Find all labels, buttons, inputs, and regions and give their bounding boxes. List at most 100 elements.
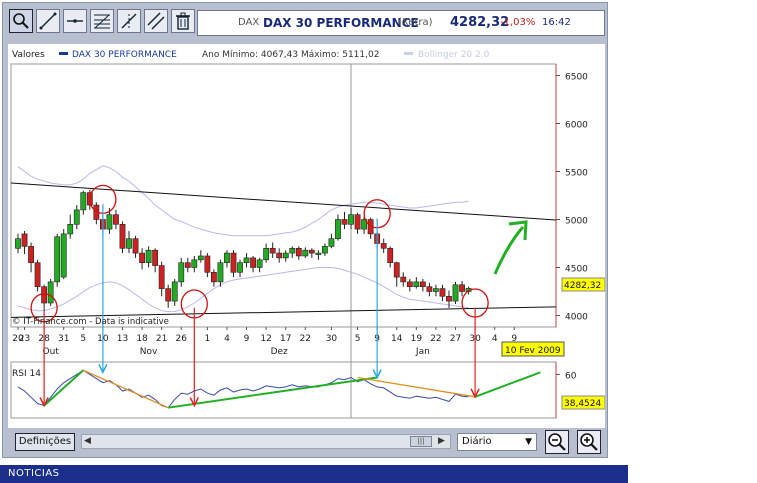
rsi-tick-label: 60: [565, 371, 577, 381]
candle: [28, 246, 34, 263]
quote-change: -1,03%: [500, 17, 536, 28]
x-tick-label: 20: [12, 334, 24, 344]
x-tick-label: 18: [136, 334, 148, 344]
rsi-line: [17, 369, 469, 409]
x-tick-label: 14: [391, 334, 403, 344]
candle: [387, 247, 394, 263]
candle: [165, 288, 172, 302]
candle: [60, 233, 67, 278]
scroll-right-icon[interactable]: ▶: [438, 436, 445, 446]
x-tick-label: 4: [492, 334, 498, 344]
candle: [335, 219, 341, 239]
candle: [406, 281, 413, 287]
candle: [41, 286, 48, 304]
time-scrollbar[interactable]: ◀ ||| ▶: [81, 434, 451, 449]
resistance-line: [10, 182, 557, 221]
x-tick-label: 22: [300, 334, 311, 344]
fibonacci-icon: [94, 14, 110, 29]
trend-line-button[interactable]: [36, 9, 60, 33]
month-label: Jan: [415, 347, 430, 357]
candle: [452, 284, 459, 302]
scroll-left-icon[interactable]: ◀: [84, 436, 91, 446]
rsi-orange-trend: [357, 376, 476, 398]
candle: [113, 214, 119, 225]
zoom-out-button[interactable]: [545, 430, 569, 454]
candle: [152, 249, 159, 266]
y-tick-label: 4500: [565, 264, 588, 274]
candle: [282, 252, 289, 259]
candle: [34, 262, 41, 287]
candle: [256, 259, 263, 268]
candle: [269, 247, 276, 254]
legend-valores: Valores: [12, 50, 45, 60]
red-down-arrow-head: [189, 397, 199, 408]
candle: [328, 238, 335, 247]
crosshair-button[interactable]: [117, 9, 141, 33]
legend-series-swatch: [59, 52, 68, 55]
candle: [341, 219, 348, 225]
candle: [322, 246, 328, 254]
channel-button[interactable]: [144, 9, 168, 33]
legend-bollinger-swatch: [404, 52, 413, 55]
candle: [426, 286, 433, 292]
chart-window: DAX DAX 30 PERFORMANCE (Xetra) 4282,32 -…: [2, 2, 608, 458]
date-badge-bg: [501, 341, 565, 357]
period-value: Diário: [462, 436, 492, 447]
horizontal-line-button[interactable]: [63, 9, 87, 33]
legend-range: Ano Mínimo: 4067,43 Máximo: 5111,02: [202, 50, 379, 60]
definitions-button[interactable]: Definições: [15, 433, 75, 451]
price-chart[interactable]: Valores DAX 30 PERFORMANCE Ano Mínimo: 4…: [8, 44, 606, 428]
x-tick-label: 19: [411, 334, 423, 344]
candle: [21, 233, 28, 247]
rsi-green-trend: [474, 371, 541, 398]
candle: [250, 257, 256, 268]
rsi-green-trend: [168, 376, 378, 409]
zoom-in-button[interactable]: [577, 430, 601, 454]
rsi-panel-frame: [10, 361, 557, 419]
rsi-plot: 60: [10, 204, 577, 419]
candle: [132, 238, 139, 254]
y-tick-label: 6500: [565, 73, 588, 83]
zoom-tool-button[interactable]: [9, 9, 33, 33]
month-label: Dez: [271, 347, 288, 357]
chart-area[interactable]: Valores DAX 30 PERFORMANCE Ano Mínimo: 4…: [8, 44, 606, 428]
candle: [361, 219, 367, 230]
candle: [230, 252, 237, 273]
x-tick-label: 12: [260, 334, 271, 344]
month-label: Out: [42, 347, 59, 357]
candle: [73, 209, 80, 225]
x-tick-label: 9: [244, 334, 250, 344]
y-tick-label: 4000: [565, 312, 588, 322]
period-select[interactable]: Diário ▼: [457, 433, 537, 451]
news-bar[interactable]: NOTICIAS: [0, 465, 628, 483]
fibonacci-button[interactable]: [90, 9, 114, 33]
candle: [433, 288, 439, 292]
x-tick-label: 17: [280, 334, 291, 344]
candle: [276, 252, 283, 259]
quote-time: 16:42: [542, 17, 571, 28]
green-up-arrow: [493, 226, 525, 275]
candle: [204, 255, 211, 273]
delete-button[interactable]: [171, 9, 195, 33]
support-line: [10, 306, 557, 318]
candle: [171, 281, 178, 302]
candle: [302, 249, 309, 257]
candle: [224, 252, 230, 263]
candle: [354, 214, 361, 230]
candle: [139, 252, 145, 263]
candle: [237, 262, 243, 273]
x-tick-label: 21: [156, 334, 167, 344]
candle: [243, 257, 250, 263]
quote-ticker: DAX: [238, 17, 260, 28]
candle: [400, 276, 407, 283]
candle: [15, 238, 21, 249]
quote-price: 4282,32: [450, 15, 510, 30]
horizontal-line-icon: [67, 19, 83, 23]
candle: [211, 271, 217, 283]
y-tick-label: 6000: [565, 121, 588, 131]
y-tick-label: 5500: [565, 169, 588, 179]
candle: [439, 288, 446, 297]
candle: [308, 249, 315, 254]
scroll-thumb[interactable]: |||: [410, 436, 432, 447]
x-tick-label: 1: [205, 334, 211, 344]
